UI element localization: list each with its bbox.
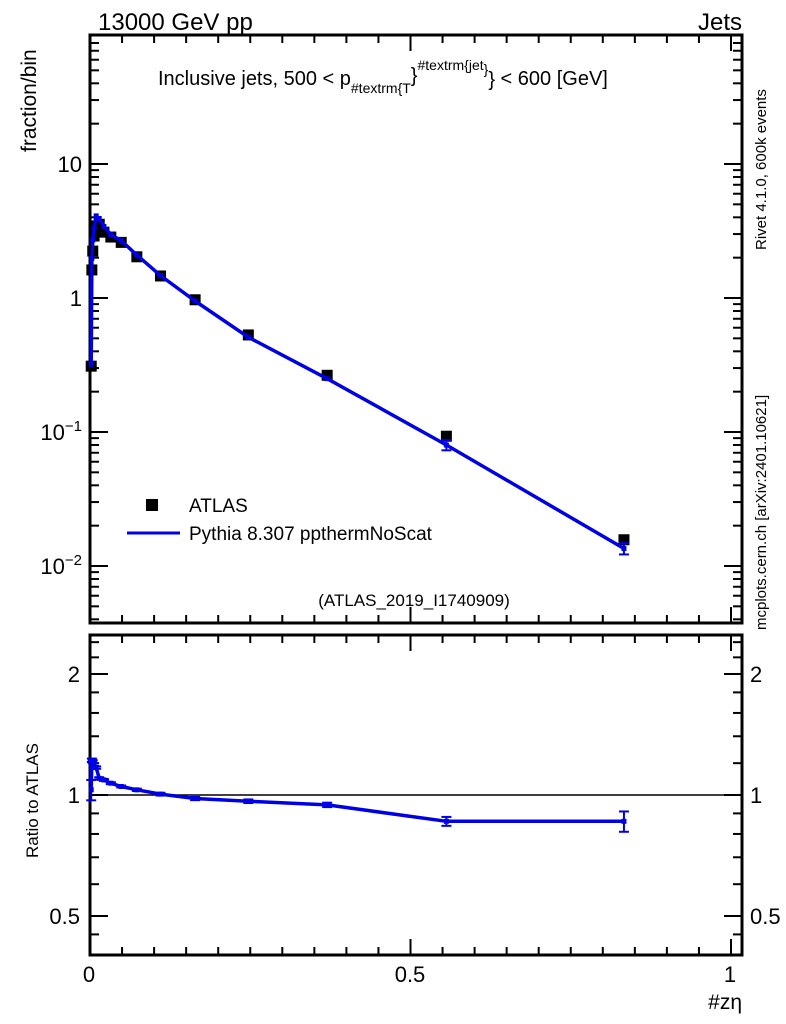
- pythia-curve: [88, 213, 629, 556]
- ratio-point: [108, 780, 114, 786]
- atlas-point: [105, 231, 117, 243]
- title-brace-3: }: [488, 69, 495, 91]
- ratio-point: [101, 777, 107, 783]
- ratio-point: [118, 783, 124, 789]
- title-tail: < 600 [GeV]: [495, 68, 608, 90]
- x-tick-label-05: 0.5: [395, 962, 426, 987]
- pythia-point: [89, 255, 95, 261]
- plot-title: Inclusive jets, 500 < p#textrm{T}#textrm…: [158, 57, 608, 96]
- x-axis-title: #zη: [708, 991, 742, 1014]
- y-tick-label-1e-2: 10−2: [40, 552, 82, 579]
- pythia-point: [118, 238, 124, 244]
- atlas-point: [321, 369, 333, 381]
- ratio-tick-right-2: 2: [750, 662, 762, 687]
- chart-layer: [85, 33, 744, 957]
- ratio-point: [621, 818, 627, 824]
- title-subscript: #textrm{T: [351, 80, 411, 96]
- pythia-point: [324, 376, 330, 382]
- ratio-curve: [86, 757, 629, 833]
- pythia-point: [134, 252, 140, 258]
- atlas-point: [98, 226, 110, 238]
- y-tick-label-1: 1: [70, 286, 82, 311]
- ratio-tick-left-05: 0.5: [49, 904, 80, 929]
- ratio-point: [245, 798, 251, 804]
- pythia-point: [93, 213, 99, 219]
- legend-atlas-label: ATLAS: [189, 496, 248, 517]
- atlas-point: [93, 218, 105, 230]
- analysis-group-label: Jets: [698, 9, 742, 36]
- mcplots-credit-text: mcplots.cern.ch [arXiv:2401.10621]: [753, 395, 770, 630]
- ratio-y-ticks: [90, 641, 742, 936]
- pythia-point: [158, 273, 164, 279]
- ratio-tick-left-1: 1: [68, 783, 80, 808]
- ratio-point: [93, 765, 99, 771]
- atlas-data-points: [85, 218, 630, 546]
- y-axis-title: fraction/bin: [18, 49, 41, 152]
- title-brace-2: }: [484, 61, 489, 77]
- ratio-tick-left-2: 2: [68, 662, 80, 687]
- rivet-version-text: Rivet 4.1.0, 600k events: [753, 89, 770, 250]
- pythia-point: [192, 298, 198, 304]
- y-tick-label-10: 10: [58, 152, 82, 177]
- ratio-point: [91, 762, 97, 768]
- ratio-tick-right-05: 0.5: [750, 904, 781, 929]
- pythia-point: [101, 223, 107, 229]
- ratio-point: [88, 787, 94, 793]
- legend-atlas-marker: [146, 499, 158, 511]
- pythia-point: [621, 546, 627, 552]
- ratio-point: [134, 787, 140, 793]
- ratio-tick-right-1: 1: [750, 783, 762, 808]
- x-tick-label-1: 1: [724, 962, 736, 987]
- pythia-point: [90, 237, 96, 243]
- beam-energy-label: 13000 GeV pp: [98, 9, 253, 36]
- title-superscript: #textrm{jet: [417, 57, 483, 73]
- ratio-point: [90, 759, 96, 765]
- watermark: (ATLAS_2019_I1740909): [318, 591, 510, 610]
- ratio-point: [192, 796, 198, 802]
- atlas-point: [440, 430, 452, 442]
- pythia-point: [91, 225, 97, 231]
- ratio-point: [443, 818, 449, 824]
- ratio-point: [324, 802, 330, 808]
- legend: ATLAS Pythia 8.307 ppthermNoScat: [127, 496, 433, 545]
- y-tick-label-1e-1: 10−1: [40, 418, 82, 445]
- pythia-point: [96, 215, 102, 221]
- pythia-point: [108, 231, 114, 237]
- pythia-point: [245, 334, 251, 340]
- ratio-point: [158, 791, 164, 797]
- pythia-point: [88, 361, 94, 367]
- legend-mc-label: Pythia 8.307 ppthermNoScat: [189, 524, 433, 545]
- ratio-axis-title: Ratio to ATLAS: [23, 743, 42, 858]
- title-main: Inclusive jets, 500 < p: [158, 68, 351, 90]
- title-brace-1: }: [411, 65, 418, 87]
- x-tick-label-0: 0: [83, 962, 95, 987]
- pythia-point: [443, 442, 449, 448]
- atlas-point: [618, 534, 630, 546]
